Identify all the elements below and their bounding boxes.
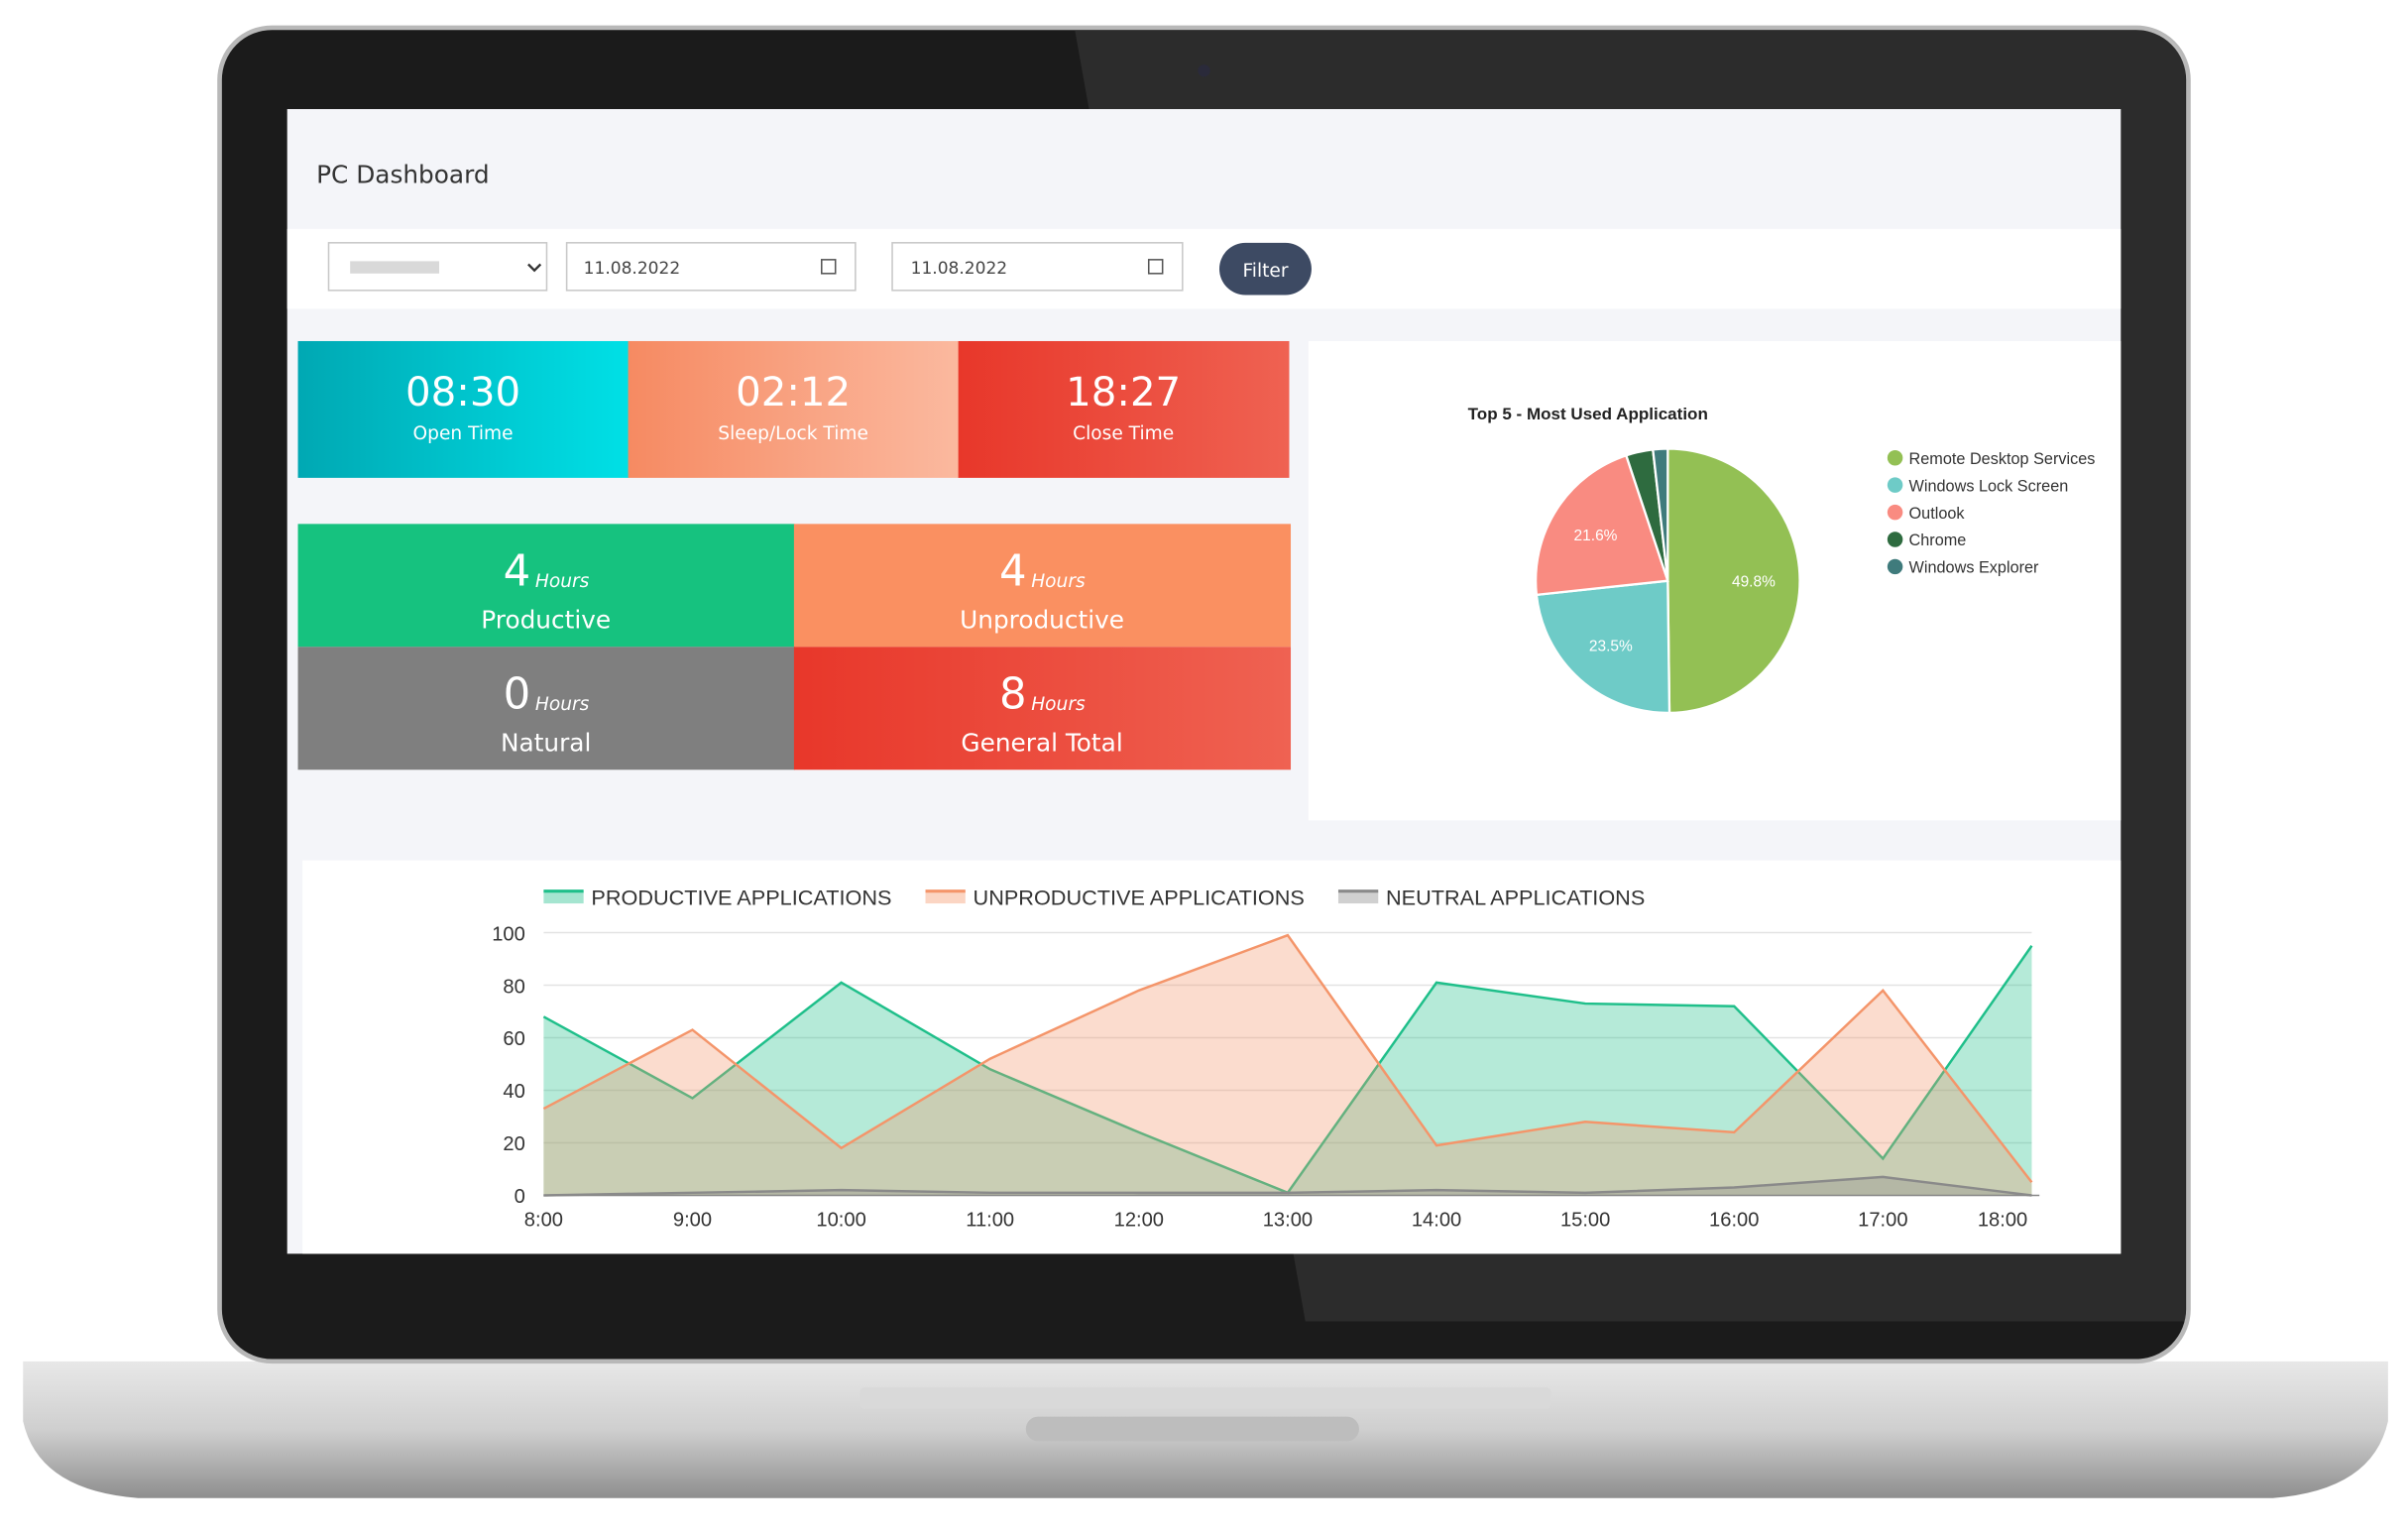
- end-date-input[interactable]: [891, 242, 1184, 292]
- time-tile: [958, 340, 1290, 478]
- area-chart: 0 20 40 60 80 100 8:00 9:00 10:00 11:00 12:00 13:00…: [492, 886, 2040, 1231]
- legend-label: UNPRODUCTIVE APPLICATIONS: [974, 886, 1305, 910]
- hours-unit: Hours: [1031, 694, 1086, 715]
- y-tick-label: 60: [503, 1028, 524, 1050]
- time-value: 18:27: [1066, 370, 1181, 415]
- chart-title: Top 5 - Most Used Application: [1468, 405, 1708, 423]
- pie-slice: [1535, 579, 1671, 715]
- area-line: [543, 1175, 2032, 1197]
- legend-label: Chrome: [1909, 532, 1967, 549]
- hours-tile: [297, 524, 795, 648]
- select-arrow: [527, 263, 542, 273]
- legend-swatch: [1887, 558, 1903, 575]
- legend-label: NEUTRAL APPLICATIONS: [1386, 886, 1645, 910]
- time-tile: [628, 340, 960, 478]
- start-date: 11.08.2022: [584, 259, 681, 279]
- hours-value: 4: [999, 546, 1027, 596]
- x-tick-label: 16:00: [1709, 1209, 1759, 1231]
- legend-label: Outlook: [1909, 505, 1966, 523]
- x-tick-label: 8:00: [524, 1209, 563, 1231]
- x-tick-label: 15:00: [1560, 1209, 1610, 1231]
- time-label: Open Time: [413, 423, 514, 444]
- time-value: 02:12: [736, 370, 851, 415]
- calendar-icon[interactable]: [820, 259, 837, 275]
- camera: [1198, 64, 1210, 77]
- time-label: Sleep/Lock Time: [718, 423, 868, 444]
- laptop-notch: [1025, 1416, 1359, 1442]
- legend-label: Windows Explorer: [1909, 559, 2040, 577]
- hours-label: Natural: [501, 729, 591, 758]
- hours-tile: [793, 524, 1292, 648]
- end-date: 11.08.2022: [911, 259, 1008, 279]
- y-tick-label: 80: [503, 976, 524, 998]
- x-tick-label: 9:00: [673, 1209, 712, 1231]
- hours-label: Unproductive: [960, 606, 1124, 635]
- blurred-value: [350, 261, 440, 274]
- hours-label: Productive: [481, 606, 611, 635]
- legend-label: PRODUCTIVE APPLICATIONS: [591, 886, 891, 910]
- legend-swatch: [1887, 532, 1903, 547]
- hours-unit: Hours: [1031, 571, 1086, 592]
- legend-label: Remote Desktop Services: [1909, 450, 2096, 468]
- legend-swatch: [1887, 449, 1903, 466]
- area-fill: [543, 935, 2032, 1196]
- legend-swatch: [925, 890, 966, 904]
- legend-swatch: [543, 890, 584, 904]
- pie-slice: [1535, 453, 1669, 597]
- x-tick-label: 10:00: [816, 1209, 865, 1231]
- x-tick-label: 13:00: [1263, 1209, 1313, 1231]
- x-tick-label: 17:00: [1858, 1209, 1907, 1231]
- x-tick-label: 18:00: [1978, 1209, 2027, 1231]
- filter-button-label: Filter: [1242, 261, 1288, 282]
- filter-button[interactable]: [1218, 242, 1312, 296]
- laptop-touchpad-edge: [860, 1387, 1551, 1409]
- pie-chart: Top 5 - Most Used Application 49.8% Remote…: [1468, 405, 2096, 715]
- tiles: 08:30 Open Time 02:12 Sleep/Lock Time 18:27 C…: [297, 340, 1292, 770]
- time-tile: [297, 340, 630, 478]
- time-label: Close Time: [1073, 423, 1174, 444]
- hours-value: 0: [504, 669, 531, 719]
- pie-slice: [1652, 447, 1669, 581]
- x-tick-label: 12:00: [1114, 1209, 1164, 1231]
- y-tick-label: 20: [503, 1133, 524, 1155]
- x-tick-label: 11:00: [966, 1209, 1014, 1231]
- y-tick-label: 40: [503, 1081, 524, 1103]
- hours-tile: [297, 647, 795, 770]
- hours-value: 4: [504, 546, 531, 596]
- start-date-input[interactable]: [565, 242, 857, 292]
- legend-label: Windows Lock Screen: [1909, 477, 2069, 495]
- legend-swatch: [1887, 477, 1903, 493]
- legend-swatch: [1887, 504, 1903, 521]
- area-card: [302, 860, 2121, 1254]
- hours-unit: Hours: [535, 571, 590, 592]
- slice-label: 23.5%: [1589, 639, 1633, 655]
- hours-tile: [793, 647, 1292, 770]
- time-value: 08:30: [405, 370, 520, 415]
- x-tick-label: 14:00: [1412, 1209, 1461, 1231]
- calendar-icon[interactable]: [1147, 259, 1164, 275]
- hours-value: 8: [999, 669, 1027, 719]
- hours-unit: Hours: [535, 694, 590, 715]
- slice-label: 21.6%: [1574, 528, 1618, 544]
- area-fill: [543, 945, 2032, 1196]
- page-title: PC Dashboard: [316, 160, 489, 188]
- area-line: [542, 933, 2033, 1183]
- hours-label: General Total: [961, 729, 1122, 758]
- filter-bar: [287, 228, 2121, 309]
- pie-slice: [1666, 447, 1801, 715]
- legend-swatch: [1337, 890, 1379, 904]
- y-tick-label: 0: [515, 1186, 525, 1208]
- slice-label: 49.8%: [1732, 573, 1776, 590]
- y-tick-label: 100: [492, 923, 525, 945]
